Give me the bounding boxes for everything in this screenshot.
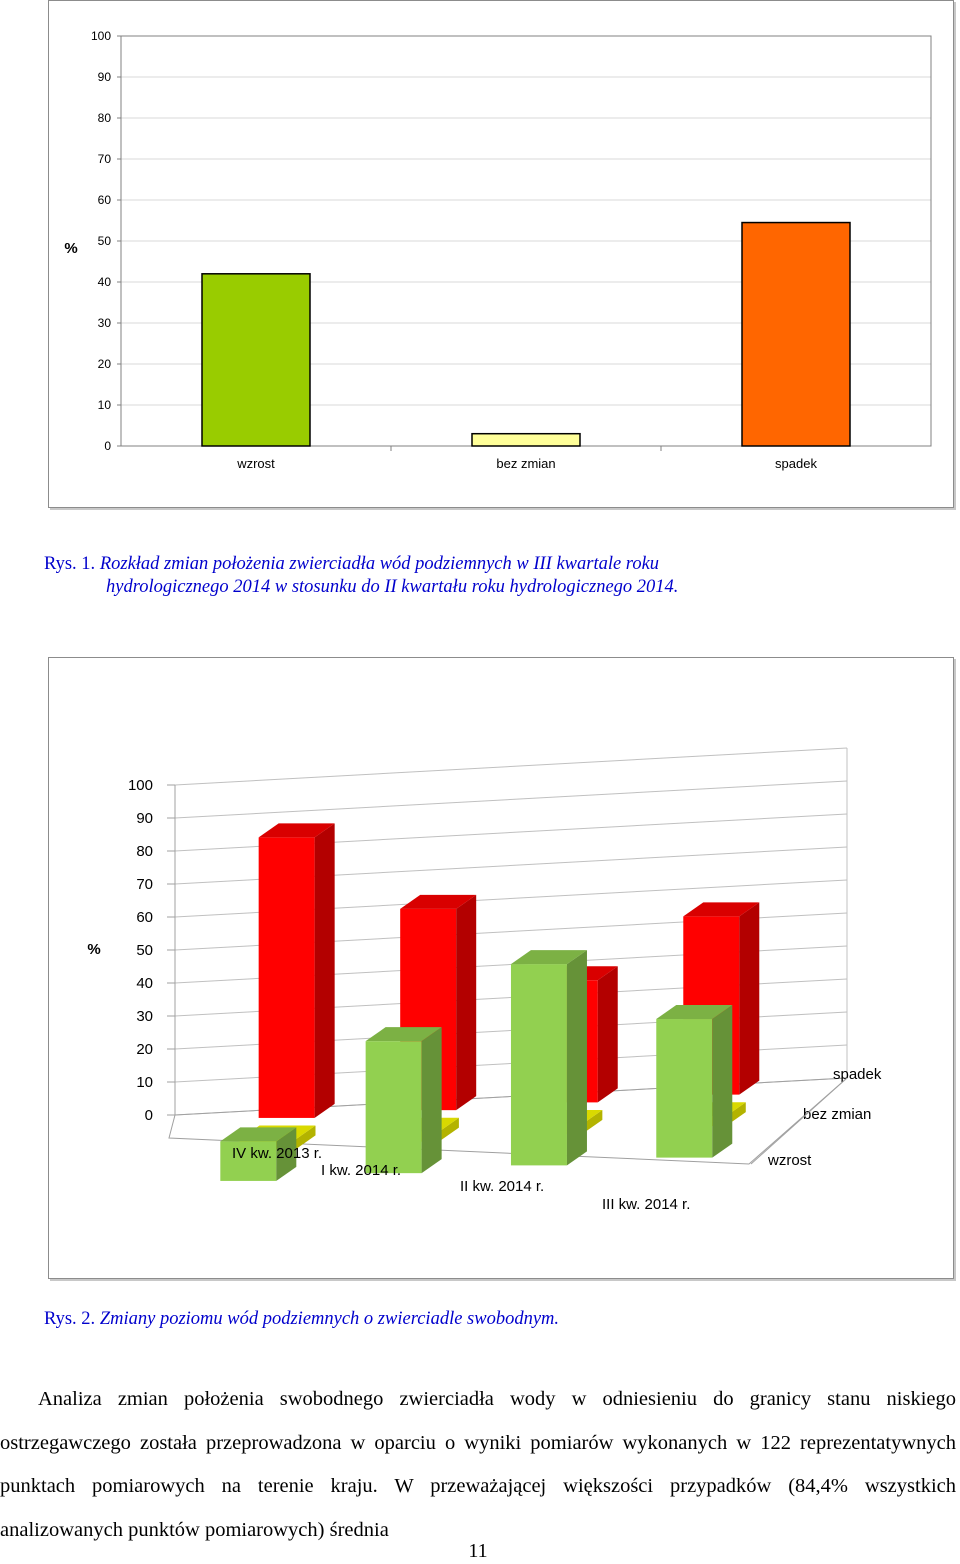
bar-top xyxy=(656,1005,733,1020)
bar-side xyxy=(314,823,335,1118)
y-tick-label: 70 xyxy=(136,876,153,893)
chart-1-frame: 0 10 20 30 40 50 60 70 80 90 100% wzrost bez zmian sp… xyxy=(48,0,954,508)
page-number: 11 xyxy=(468,1540,488,1562)
bar-front xyxy=(510,964,567,1166)
x-tick-label: III kw. 2014 r. xyxy=(602,1196,690,1213)
depth-axis xyxy=(750,1077,848,1165)
bar-side xyxy=(295,1125,316,1150)
bar-spadek xyxy=(741,221,851,447)
bar-top xyxy=(400,894,477,909)
figure-1-caption: Rys. 1. Rozkład zmian położenia zwiercia… xyxy=(44,553,904,599)
figure-2-label: Rys. 2. xyxy=(44,1309,96,1329)
x-tick-label: spadek xyxy=(775,456,817,471)
y-tick-label: 90 xyxy=(98,70,112,84)
bar-wzrost-3 xyxy=(510,950,587,1166)
bar-top xyxy=(510,950,587,965)
y-tick-label: 30 xyxy=(136,1008,153,1025)
bar-front xyxy=(656,1019,713,1158)
bar-front xyxy=(365,1041,422,1174)
y-tick-label: 10 xyxy=(136,1074,153,1091)
y-tick-label: 40 xyxy=(98,275,112,289)
bar-side xyxy=(566,950,587,1166)
x-tick-label: wzrost xyxy=(236,456,275,471)
y-tick-label: 80 xyxy=(136,843,153,860)
figure-1-label: Rys. 1. xyxy=(44,554,96,574)
bar-wzrost-2 xyxy=(365,1027,442,1174)
bar-top xyxy=(220,1127,297,1142)
bar-front xyxy=(220,1141,277,1181)
chart-2-frame: 0 10 20 30 40 50 60 70 80 90 100% IV kw. 2013 r. I k… xyxy=(48,657,954,1279)
x-tick-label: IV kw. 2013 r. xyxy=(232,1145,322,1162)
bar-bez-zmian xyxy=(471,432,581,447)
bar-side xyxy=(597,966,618,1103)
bar-top xyxy=(258,823,335,838)
bar-spadek-1 xyxy=(258,823,335,1118)
y-axis-label: % xyxy=(64,240,77,257)
y-tick-label: 60 xyxy=(98,193,112,207)
bar-side xyxy=(276,1127,297,1181)
series-label: wzrost xyxy=(767,1152,812,1169)
series-label: spadek xyxy=(833,1066,882,1083)
bar-top xyxy=(365,1027,442,1042)
y-tick-label: 70 xyxy=(98,152,112,166)
y-axis-label: % xyxy=(87,941,100,958)
y-tick-label: 0 xyxy=(145,1107,153,1124)
chart-1: 0 10 20 30 40 50 60 70 80 90 100% wzrost bez zmian sp… xyxy=(64,29,932,471)
figure-2-text: Zmiany poziomu wód podziemnych o zwierci… xyxy=(99,1309,560,1329)
bar-side xyxy=(421,1027,442,1174)
y-tick-label: 100 xyxy=(91,29,111,43)
body-paragraph-text: Analiza zmian położenia swobodnego zwier… xyxy=(0,1388,956,1541)
bar-front xyxy=(258,837,315,1118)
bar-wzrost-1 xyxy=(220,1127,297,1181)
figure-1-text-line-1: Rozkład zmian położenia zwierciadła wód … xyxy=(99,554,660,574)
bar-side xyxy=(456,894,477,1111)
y-tick-label: 30 xyxy=(98,316,112,330)
series-label: bez zmian xyxy=(803,1106,871,1123)
y-tick-label: 40 xyxy=(136,975,153,992)
y-tick-label: 80 xyxy=(98,111,112,125)
y-tick-label: 10 xyxy=(98,398,112,412)
body-paragraph: Analiza zmian położenia swobodnego zwier… xyxy=(0,1378,956,1552)
y-tick-label: 50 xyxy=(136,942,153,959)
y-tick-label: 60 xyxy=(136,909,153,926)
floor xyxy=(168,1077,849,1165)
bar-wzrost-4 xyxy=(656,1005,733,1158)
chart-2: 0 10 20 30 40 50 60 70 80 90 100% IV kw. 2013 r.I k… xyxy=(87,747,882,1213)
bar-side xyxy=(712,1005,733,1158)
x-tick-label: II kw. 2014 r. xyxy=(460,1178,544,1195)
figure-1-text-line-2: hydrologicznego 2014 w stosunku do II kw… xyxy=(106,577,679,597)
bar-side xyxy=(739,902,760,1095)
x-tick-label: I kw. 2014 r. xyxy=(321,1162,401,1179)
figure-2-caption: Rys. 2. Zmiany poziomu wód podziemnych o… xyxy=(44,1308,904,1331)
y-tick-label: 90 xyxy=(136,810,153,827)
bar-wzrost xyxy=(201,273,311,447)
y-tick-label: 100 xyxy=(128,777,153,794)
y-tick-label: 0 xyxy=(104,439,111,453)
bar-side xyxy=(438,1117,459,1142)
y-tick-label: 20 xyxy=(98,357,112,371)
x-tick-label: bez zmian xyxy=(496,456,555,471)
y-tick-label: 50 xyxy=(98,234,112,248)
bar-side xyxy=(582,1109,603,1134)
gridline xyxy=(174,780,848,819)
bar-top xyxy=(683,902,760,917)
y-tick-label: 20 xyxy=(136,1041,153,1058)
gridline xyxy=(174,747,848,786)
